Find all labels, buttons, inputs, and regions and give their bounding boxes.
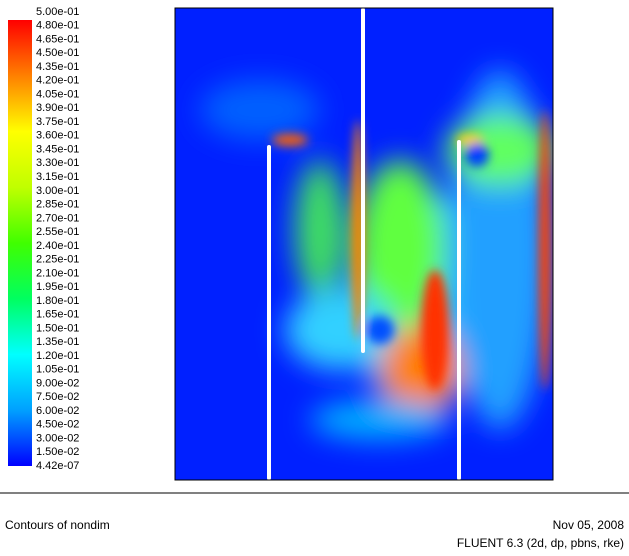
colorbar-tick-label: 3.45e-01 xyxy=(36,143,79,155)
colorbar-tick-label: 1.35e-01 xyxy=(36,336,79,348)
colorbar-tick-label: 3.00e-02 xyxy=(36,432,79,444)
colorbar-tick-label: 1.95e-01 xyxy=(36,281,79,293)
colorbar-tick-label: 1.50e-01 xyxy=(36,322,79,334)
colorbar-tick-label: 1.05e-01 xyxy=(36,364,79,376)
colorbar-tick-label: 2.85e-01 xyxy=(36,199,79,211)
colorbar-tick-label: 6.00e-02 xyxy=(36,405,79,417)
colorbar-tick-label: 3.75e-01 xyxy=(36,116,79,128)
colorbar-tick-label: 3.15e-01 xyxy=(36,171,79,183)
colorbar-tick-label: 4.35e-01 xyxy=(36,61,79,73)
date: Nov 05, 2008 xyxy=(553,518,625,532)
colorbar-tick-label: 7.50e-02 xyxy=(36,391,79,403)
colorbar-tick-label: 1.65e-01 xyxy=(36,309,79,321)
contour-field xyxy=(174,7,554,481)
colorbar-tick-label: 3.00e-01 xyxy=(36,185,79,197)
colorbar-tick-label: 4.05e-01 xyxy=(36,88,79,100)
colorbar-tick-label: 4.20e-01 xyxy=(36,75,79,87)
colorbar-tick-label: 2.40e-01 xyxy=(36,240,79,252)
colorbar-tick-label: 4.50e-01 xyxy=(36,47,79,59)
colorbar-tick-label: 2.55e-01 xyxy=(36,226,79,238)
software: FLUENT 6.3 (2d, dp, pbns, rke) xyxy=(457,536,624,550)
colorbar-tick-label: 2.70e-01 xyxy=(36,212,79,224)
colorbar-tick-label: 3.30e-01 xyxy=(36,157,79,169)
plot-title: Contours of nondim xyxy=(5,518,110,532)
colorbar-tick-label: 3.90e-01 xyxy=(36,102,79,114)
colorbar xyxy=(8,20,32,466)
colorbar-tick-label: 9.00e-02 xyxy=(36,377,79,389)
colorbar-tick-label: 1.80e-01 xyxy=(36,295,79,307)
colorbar-tick-label: 5.00e-01 xyxy=(36,6,79,18)
colorbar-tick-label: 4.65e-01 xyxy=(36,33,79,45)
colorbar-tick-label: 1.50e-02 xyxy=(36,446,79,458)
colorbar-tick-label: 4.80e-01 xyxy=(36,20,79,32)
colorbar-tick-label: 4.50e-02 xyxy=(36,419,79,431)
colorbar-tick-label: 1.20e-01 xyxy=(36,350,79,362)
colorbar-tick-label: 2.25e-01 xyxy=(36,254,79,266)
colorbar-tick-label: 2.10e-01 xyxy=(36,267,79,279)
colorbar-tick-label: 3.60e-01 xyxy=(36,130,79,142)
colorbar-tick-label: 4.42e-07 xyxy=(36,460,79,472)
